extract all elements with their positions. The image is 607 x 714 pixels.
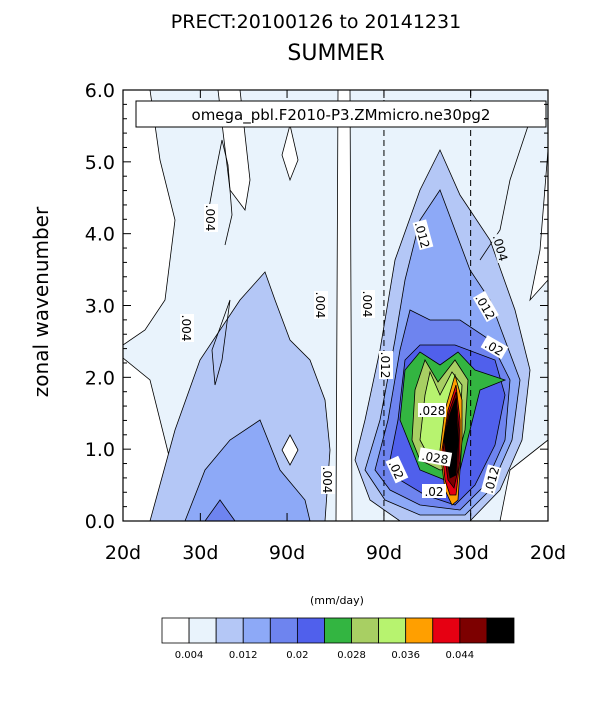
fill-white-4 [281,124,299,182]
colorbar-swatch [378,617,407,644]
plot-area: .004 .004 .004 .004 .004 .004 [122,89,549,522]
contour-labels: .004 .004 .004 .004 .004 .004 [179,204,512,499]
contour-label: .004 [490,233,510,262]
units-label: (mm/day) [310,594,364,607]
chart-title: PRECT:20100126 to 20141231 [171,11,461,33]
contour-label: .028 [419,404,446,418]
dashed-lines [383,90,472,521]
fill-mb-left [184,419,311,522]
colorbar-swatch [324,617,352,644]
contour-label-bg [418,403,446,417]
contour-label: .028 [421,449,450,467]
contour-label-bg [321,466,335,494]
x-tick-label: 90d [366,542,402,564]
colorbar-swatch [432,617,461,644]
contour-line-3 [211,299,231,386]
y-tick-label: 5.0 [85,152,115,174]
x-tick-label: 20d [530,542,566,564]
contour-label-bg [204,204,218,232]
colorbar-swatch [161,617,190,644]
contour-label-bg [314,291,328,319]
contour-label: .012 [482,465,502,494]
contour-label-bg [180,314,194,342]
colorbar-swatch [351,617,380,644]
contour-label: .004 [179,315,193,342]
x-axis: 20d 30d 90d 90d 30d 20d [105,90,566,564]
contour-label-bg [361,290,375,318]
contour-label: .004 [313,292,327,319]
x-tick-label: 30d [453,542,489,564]
contour-label: .004 [360,291,374,318]
fill-lb-left [149,271,331,522]
fill-white-5 [335,89,353,522]
colorbar-swatch [215,617,244,644]
colorbar-label: 0.02 [286,650,308,661]
contour-label: .012 [412,220,432,249]
legend-box-text: omega_pbl.F2010-P3.ZMmicro.ne30pg2 [192,106,491,125]
colorbar-label: 0.028 [337,650,366,661]
contour-label-bg [379,351,393,379]
contour-label: .004 [320,467,334,494]
fill-white-hole [281,434,299,466]
colorbar-label: 0.012 [229,650,258,661]
contour-label: .012 [378,352,392,379]
colorbar-swatch [188,617,217,644]
contour-label-bg [385,455,409,484]
contour-label: .004 [203,205,217,232]
colorbar: 0.004 0.012 0.02 0.028 0.036 0.044 [161,617,515,661]
chart-subtitle: SUMMER [287,41,384,66]
colorbar-label: 0.004 [175,650,204,661]
contour-line-1 [204,139,233,246]
contour-label-bg [472,290,499,323]
x-tick-label: 90d [269,542,305,564]
y-tick-label: 3.0 [85,296,115,318]
x-tick-label: 30d [182,542,218,564]
contour-label-bg [422,484,446,498]
y-tick-label: 4.0 [85,224,115,246]
colorbar-swatch [296,617,325,644]
contour-fills [122,89,549,522]
y-tick-label: 0.0 [85,511,115,533]
colorbar-swatch [459,617,488,644]
colorbar-label: 0.036 [391,650,420,661]
colorbar-swatch [486,617,515,644]
colorbar-label: 0.044 [446,650,475,661]
contour-label-bg [480,335,509,360]
contour-label-bg [418,447,453,467]
y-axis: 0.0 1.0 2.0 3.0 4.0 5.0 6.0 [85,80,548,533]
legend-box [135,100,547,128]
colorbar-swatch [242,617,271,644]
y-tick-label: 1.0 [85,439,115,461]
contour-label: .02 [424,485,443,499]
y-tick-label: 2.0 [85,367,115,389]
x-tick-label: 20d [105,542,141,564]
y-axis-label: zonal wavenumber [29,206,53,397]
colorbar-swatch [405,617,434,644]
y-tick-label: 6.0 [85,80,115,102]
colorbar-swatch [269,617,298,644]
